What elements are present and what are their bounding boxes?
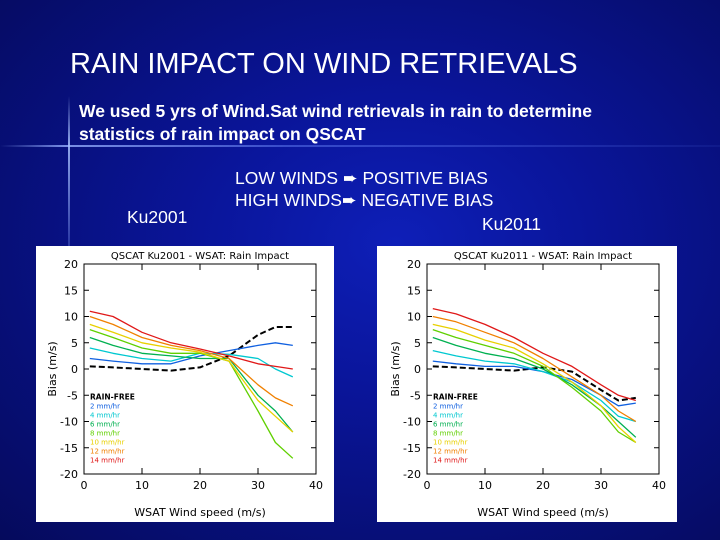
x-tick-label: 20	[536, 479, 550, 492]
arrow-right-icon: ➨	[342, 168, 358, 188]
y-tick-label: 10	[64, 311, 78, 324]
x-tick-label: 30	[251, 479, 265, 492]
arrow-right-icon: ➨	[341, 190, 357, 210]
y-tick-label: -15	[60, 442, 78, 455]
decorative-horizontal-line	[0, 145, 720, 147]
series-line	[432, 328, 637, 444]
y-tick-label: 5	[414, 337, 421, 350]
legend-entry: 4 mm/hr	[90, 411, 120, 419]
series-line	[432, 349, 636, 423]
legend-entry: 10 mm/hr	[433, 438, 468, 446]
legend-entry: RAIN-FREE	[433, 392, 478, 401]
legend-entry: 12 mm/hr	[90, 447, 125, 455]
y-tick-label: -10	[403, 416, 421, 429]
series-line	[89, 342, 293, 365]
x-tick-label: 0	[424, 479, 431, 492]
chart-ku2011: QSCAT Ku2011 - WSAT: Rain Impact 20 15 10 5 0…	[389, 251, 666, 519]
series-line	[89, 336, 294, 433]
y-tick-label: 0	[414, 363, 421, 376]
x-tick-label: 10	[135, 479, 149, 492]
y-tick-label: 10	[407, 311, 421, 324]
decorative-vertical-line	[68, 96, 70, 256]
y-tick-label: 15	[407, 284, 421, 297]
chart-title: QSCAT Ku2001 - WSAT: Rain Impact	[111, 251, 289, 262]
x-tick-label: 0	[81, 479, 88, 492]
x-axis-label: WSAT Wind speed (m/s)	[134, 506, 266, 519]
legend-entry: RAIN-FREE	[90, 392, 135, 401]
y-tick-label: 20	[64, 258, 78, 271]
legend-entry: 10 mm/hr	[90, 438, 125, 446]
legend-entry: 2 mm/hr	[90, 402, 120, 410]
y-tick-label: 20	[407, 258, 421, 271]
series-line	[432, 336, 637, 438]
legend-entry: 6 mm/hr	[90, 420, 120, 428]
low-winds-row: LOW WINDS ➨ POSITIVE BIAS	[235, 167, 493, 189]
series-line	[89, 328, 294, 459]
series-line	[432, 307, 636, 402]
series-line	[432, 323, 637, 443]
y-tick-label: -20	[60, 468, 78, 481]
y-axis-label: Bias (m/s)	[389, 341, 402, 396]
chart-panel-ku2001: QSCAT Ku2001 - WSAT: Rain Impact 20 15 10 5 0…	[36, 246, 334, 522]
legend-entry: 6 mm/hr	[433, 420, 463, 428]
series-line	[89, 326, 293, 372]
y-tick-label: -20	[403, 468, 421, 481]
series-line	[89, 347, 294, 378]
y-tick-label: 5	[71, 337, 78, 350]
chart-ku2001: QSCAT Ku2001 - WSAT: Rain Impact 20 15 10 5 0…	[46, 251, 323, 519]
series-line	[432, 315, 637, 423]
y-tick-label: 0	[71, 363, 78, 376]
ku2001-label: Ku2001	[127, 207, 188, 227]
low-winds-label: LOW WINDS	[235, 168, 339, 188]
y-tick-label: -10	[60, 416, 78, 429]
series-line	[89, 323, 294, 433]
y-tick-label: -15	[403, 442, 421, 455]
intro-text: We used 5 yrs of Wind.Sat wind retrieval…	[79, 100, 699, 146]
ku2011-label: Ku2011	[482, 214, 542, 234]
series-line	[432, 365, 636, 402]
intro-line-1: We used 5 yrs of Wind.Sat wind retrieval…	[79, 101, 592, 121]
legend-entry: 8 mm/hr	[90, 429, 120, 437]
y-tick-label: -5	[410, 389, 421, 402]
x-tick-label: 40	[309, 479, 323, 492]
legend-entry: 4 mm/hr	[433, 411, 463, 419]
chart-panel-ku2011: QSCAT Ku2011 - WSAT: Rain Impact 20 15 10 5 0…	[377, 246, 677, 522]
x-tick-label: 20	[193, 479, 207, 492]
y-tick-label: -5	[67, 389, 78, 402]
y-axis-label: Bias (m/s)	[46, 341, 59, 396]
x-tick-label: 10	[478, 479, 492, 492]
legend-entry: 14 mm/hr	[90, 456, 125, 464]
x-tick-label: 40	[652, 479, 666, 492]
legend-entry: 14 mm/hr	[433, 456, 468, 464]
x-axis-label: WSAT Wind speed (m/s)	[477, 506, 609, 519]
chart-title: QSCAT Ku2011 - WSAT: Rain Impact	[454, 251, 632, 262]
slide-title: RAIN IMPACT ON WIND RETRIEVALS	[70, 48, 578, 80]
high-winds-label: HIGH WINDS	[235, 190, 342, 210]
positive-bias-label: POSITIVE BIAS	[362, 168, 488, 188]
legend-entry: 8 mm/hr	[433, 429, 463, 437]
bias-summary: LOW WINDS ➨ POSITIVE BIAS HIGH WINDS➨ NE…	[235, 167, 493, 211]
intro-line-2: statistics of rain impact on QSCAT	[79, 124, 366, 144]
legend-entry: 12 mm/hr	[433, 447, 468, 455]
x-tick-label: 30	[594, 479, 608, 492]
series-line	[89, 310, 293, 370]
legend-entry: 2 mm/hr	[433, 402, 463, 410]
negative-bias-label: NEGATIVE BIAS	[361, 190, 494, 210]
high-winds-row: HIGH WINDS➨ NEGATIVE BIAS	[235, 189, 493, 211]
series-line	[89, 315, 294, 407]
y-tick-label: 15	[64, 284, 78, 297]
